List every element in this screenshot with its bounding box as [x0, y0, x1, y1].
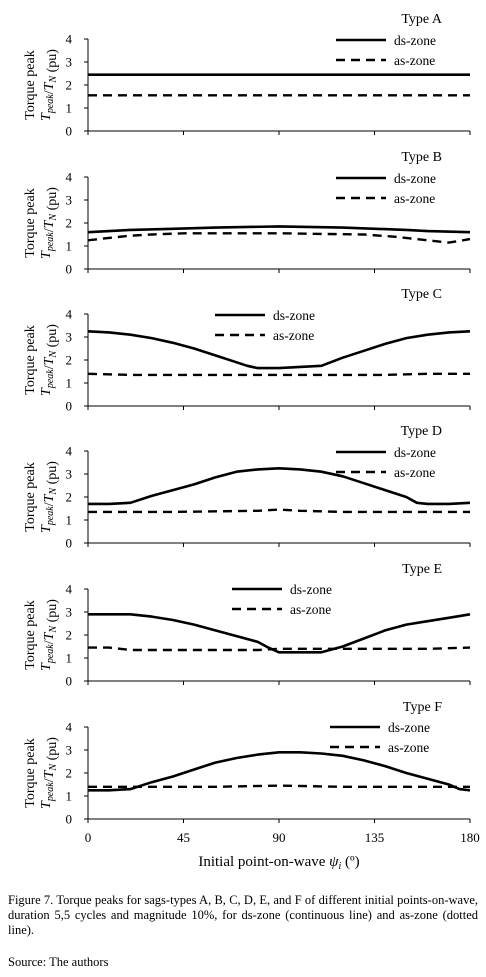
caption-text: Figure 7. Torque peaks for sags-types A,…	[8, 893, 478, 937]
y-axis-label: Torque peak	[23, 738, 38, 807]
series-line-ds-zone	[88, 466, 471, 506]
y-tick-label: 3	[66, 605, 73, 620]
y-tick-label: 0	[66, 262, 73, 277]
series-line-as-zone	[88, 508, 470, 514]
y-tick-label: 2	[66, 628, 73, 643]
series-line-ds-zone	[87, 225, 471, 234]
y-tick-label: 1	[66, 239, 73, 254]
y-axis-label: Torque peak	[23, 325, 38, 394]
chart-panel-1: 0 1 2 3 4 Type A ds-zone as-zone Torque peak Tpea…	[23, 12, 471, 139]
y-tick-label: 1	[66, 789, 73, 804]
chart-title: Type B	[401, 150, 442, 165]
x-tick-label: 0	[85, 830, 92, 845]
legend-label: ds-zone	[388, 720, 430, 735]
caption-source: Source: The authors	[8, 955, 109, 969]
legend-label: ds-zone	[290, 582, 332, 597]
y-tick-label: 4	[66, 582, 73, 597]
legend-label: ds-zone	[273, 308, 315, 323]
y-tick-label: 4	[66, 307, 73, 322]
chart-panel-4: 0 1 2 3 4 Type D ds-zone as-zone Torque peak Tpea…	[23, 424, 471, 551]
y-axis-label: Torque peak	[23, 600, 38, 669]
series-line-as-zone	[87, 372, 470, 377]
x-tick-label: 135	[365, 830, 385, 845]
chart-title: Type C	[401, 287, 442, 302]
y-tick-label: 3	[66, 330, 73, 345]
series-line-ds-zone	[88, 750, 471, 792]
y-tick-label: 1	[66, 513, 73, 528]
y-tick-label: 4	[66, 170, 73, 185]
chart-title: Type D	[401, 424, 442, 439]
y-axis-label-formula: Tpeak/TN (pu)	[39, 187, 60, 259]
y-axis-label: Torque peak	[23, 50, 38, 119]
figure-caption: Figure 7. Torque peaks for sags-types A,…	[8, 893, 478, 938]
y-tick-label: 0	[66, 399, 73, 414]
series-line-as-zone	[88, 646, 471, 652]
y-axis-label: Torque peak	[23, 188, 38, 257]
legend-label: as-zone	[290, 602, 331, 617]
chart-title: Type E	[402, 562, 442, 577]
x-tick-label: 90	[273, 830, 286, 845]
y-tick-label: 2	[66, 490, 73, 505]
legend-label: as-zone	[394, 53, 435, 68]
y-axis-label-formula: Tpeak/TN (pu)	[39, 737, 60, 809]
y-tick-label: 1	[66, 376, 73, 391]
y-axis-label-formula: Tpeak/TN (pu)	[39, 324, 60, 396]
y-tick-label: 1	[66, 651, 73, 666]
y-axis-label-formula: Tpeak/TN (pu)	[39, 49, 60, 121]
y-tick-label: 2	[66, 766, 73, 781]
y-tick-label: 0	[66, 812, 73, 827]
legend-label: as-zone	[273, 328, 314, 343]
series-line-as-zone	[88, 784, 470, 788]
chart-title: Type F	[403, 700, 442, 715]
chart-panel-2: 0 1 2 3 4 Type B ds-zone as-zone Torque peak Tpea…	[23, 150, 471, 277]
series-line-ds-zone	[88, 612, 471, 654]
y-tick-label: 3	[66, 55, 73, 70]
legend-label: ds-zone	[394, 33, 436, 48]
y-tick-label: 4	[66, 444, 73, 459]
y-tick-label: 0	[66, 674, 73, 689]
series-line-ds-zone	[87, 330, 471, 370]
x-tick-label: 180	[460, 830, 480, 845]
y-tick-label: 2	[66, 216, 73, 231]
legend-label: ds-zone	[394, 445, 436, 460]
y-tick-label: 4	[66, 720, 73, 735]
y-tick-label: 3	[66, 467, 73, 482]
chart-panel-5: 0 1 2 3 4 Type E ds-zone as-zone Torque peak Tpea…	[23, 562, 471, 689]
legend-label: as-zone	[388, 740, 429, 755]
y-tick-label: 1	[66, 101, 73, 116]
chart-panel-3: 0 1 2 3 4 Type C ds-zone as-zone Torque peak Tpea…	[23, 287, 471, 414]
y-tick-label: 4	[66, 32, 73, 47]
chart-panel-6: 0 1 2 3 4 Type F ds-zone as-zone Torque peak Tpea…	[23, 700, 471, 827]
legend-label: ds-zone	[394, 171, 436, 186]
y-axis-label-formula: Tpeak/TN (pu)	[39, 461, 60, 533]
y-tick-label: 0	[66, 124, 73, 139]
x-tick-label: 45	[177, 830, 190, 845]
y-tick-label: 2	[66, 353, 73, 368]
legend-label: as-zone	[394, 465, 435, 480]
y-tick-label: 0	[66, 536, 73, 551]
chart-title: Type A	[401, 12, 443, 27]
y-tick-label: 2	[66, 78, 73, 93]
y-tick-label: 3	[66, 193, 73, 208]
y-tick-label: 3	[66, 743, 73, 758]
y-axis-label-formula: Tpeak/TN (pu)	[39, 599, 60, 671]
y-axis-label: Torque peak	[23, 462, 38, 531]
x-axis-label: Initial point-on-wave ψi (º)	[198, 854, 359, 872]
series-line-as-zone	[87, 232, 471, 244]
legend-label: as-zone	[394, 191, 435, 206]
